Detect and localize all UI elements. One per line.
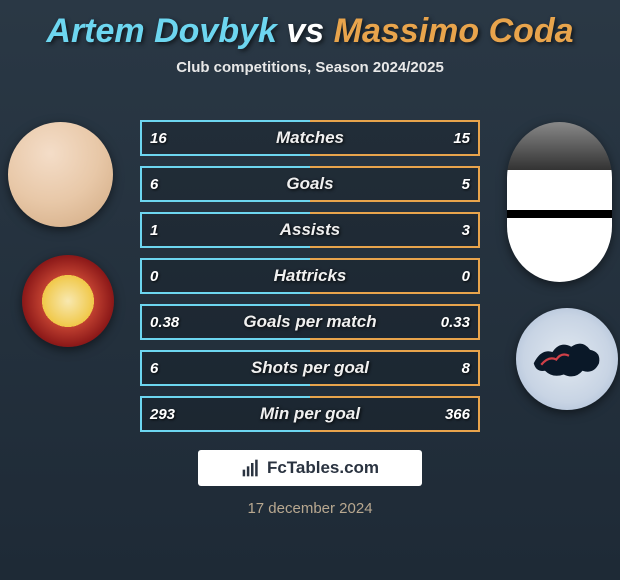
- stat-label: Goals: [192, 174, 428, 194]
- stat-value-left: 293: [142, 406, 192, 423]
- stat-value-right: 0: [428, 268, 478, 285]
- player1-name: Artem Dovbyk: [46, 12, 277, 50]
- player2-club-badge: [516, 308, 618, 410]
- stat-value-left: 16: [142, 130, 192, 147]
- stat-value-right: 15: [428, 130, 478, 147]
- player2-avatar: [507, 122, 612, 282]
- stat-row: 293Min per goal366: [140, 396, 480, 432]
- stat-label: Goals per match: [192, 312, 428, 332]
- stat-row: 16Matches15: [140, 120, 480, 156]
- stat-label: Min per goal: [192, 404, 428, 424]
- stat-value-right: 8: [428, 360, 478, 377]
- stat-value-left: 0: [142, 268, 192, 285]
- stat-row: 0.38Goals per match0.33: [140, 304, 480, 340]
- stats-table: 16Matches156Goals51Assists30Hattricks00.…: [140, 120, 480, 442]
- stat-label: Assists: [192, 220, 428, 240]
- subtitle: Club competitions, Season 2024/2025: [0, 59, 620, 76]
- footer-logo: FcTables.com: [198, 450, 422, 486]
- stat-row: 6Shots per goal8: [140, 350, 480, 386]
- stat-value-left: 6: [142, 176, 192, 193]
- stat-row: 6Goals5: [140, 166, 480, 202]
- stat-row: 0Hattricks0: [140, 258, 480, 294]
- footer-date: 17 december 2024: [0, 500, 620, 517]
- stat-value-right: 366: [428, 406, 478, 423]
- player2-name: Massimo Coda: [334, 12, 574, 50]
- stat-value-left: 0.38: [142, 314, 192, 331]
- chart-icon: [241, 458, 261, 478]
- stat-value-right: 5: [428, 176, 478, 193]
- player1-avatar: [8, 122, 113, 227]
- stat-value-left: 6: [142, 360, 192, 377]
- player1-club-badge: [22, 255, 114, 347]
- footer-logo-text: FcTables.com: [267, 458, 379, 478]
- stat-value-left: 1: [142, 222, 192, 239]
- stat-value-right: 0.33: [428, 314, 478, 331]
- comparison-title: Artem Dovbyk vs Massimo Coda: [0, 0, 620, 51]
- stat-row: 1Assists3: [140, 212, 480, 248]
- stat-label: Hattricks: [192, 266, 428, 286]
- stat-label: Matches: [192, 128, 428, 148]
- club-silhouette-icon: [530, 332, 605, 387]
- vs-text: vs: [286, 12, 324, 50]
- stat-value-right: 3: [428, 222, 478, 239]
- stat-label: Shots per goal: [192, 358, 428, 378]
